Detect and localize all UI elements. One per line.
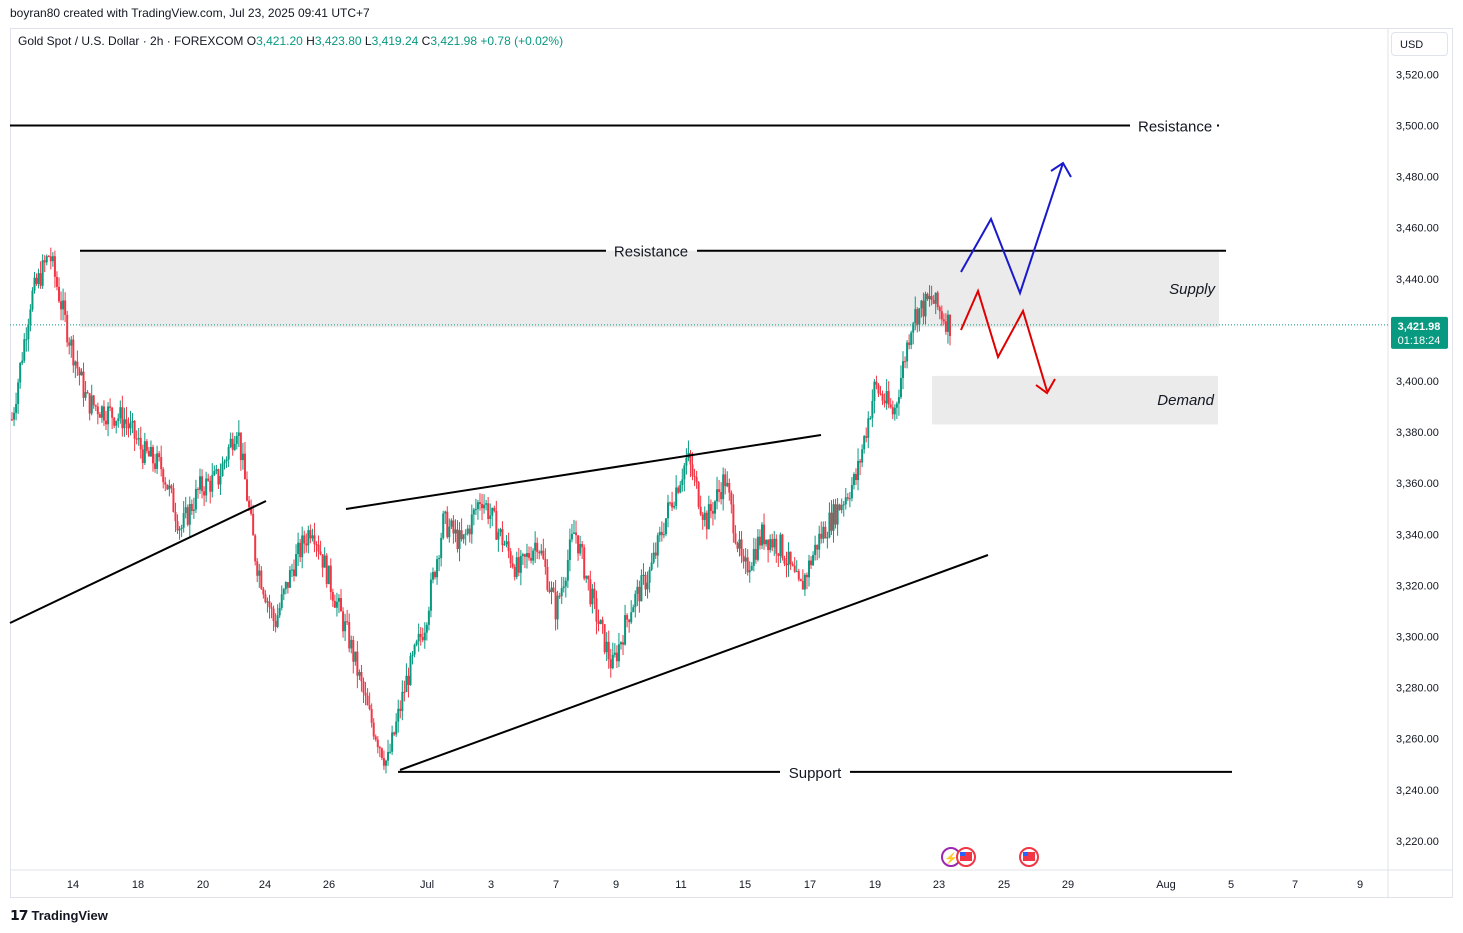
chart-credit: boyran80 created with TradingView.com, J… <box>10 6 370 20</box>
symbol-legend[interactable]: Gold Spot / U.S. Dollar · 2h · FOREXCOM … <box>18 34 563 48</box>
currency-button[interactable]: USD <box>1391 32 1448 56</box>
change-value: +0.78 (+0.02%) <box>480 34 564 48</box>
low-label: L <box>364 34 372 48</box>
symbol-name: Gold Spot / U.S. Dollar · 2h · FOREXCOM <box>18 34 244 48</box>
footer-brand-label: TradingView <box>31 908 108 923</box>
chart-frame <box>10 28 1453 898</box>
open-value: 3,421.20 <box>256 34 303 48</box>
open-label: O <box>246 34 257 48</box>
tradingview-logo-icon: 𝟭𝟳 <box>10 907 29 923</box>
low-value: 3,419.24 <box>371 34 419 48</box>
close-value: 3,421.98 <box>430 34 478 48</box>
close-label: C <box>421 34 431 48</box>
footer-brand[interactable]: 𝟭𝟳 TradingView <box>10 907 108 924</box>
high-value: 3,423.80 <box>314 34 362 48</box>
high-label: H <box>306 34 315 48</box>
